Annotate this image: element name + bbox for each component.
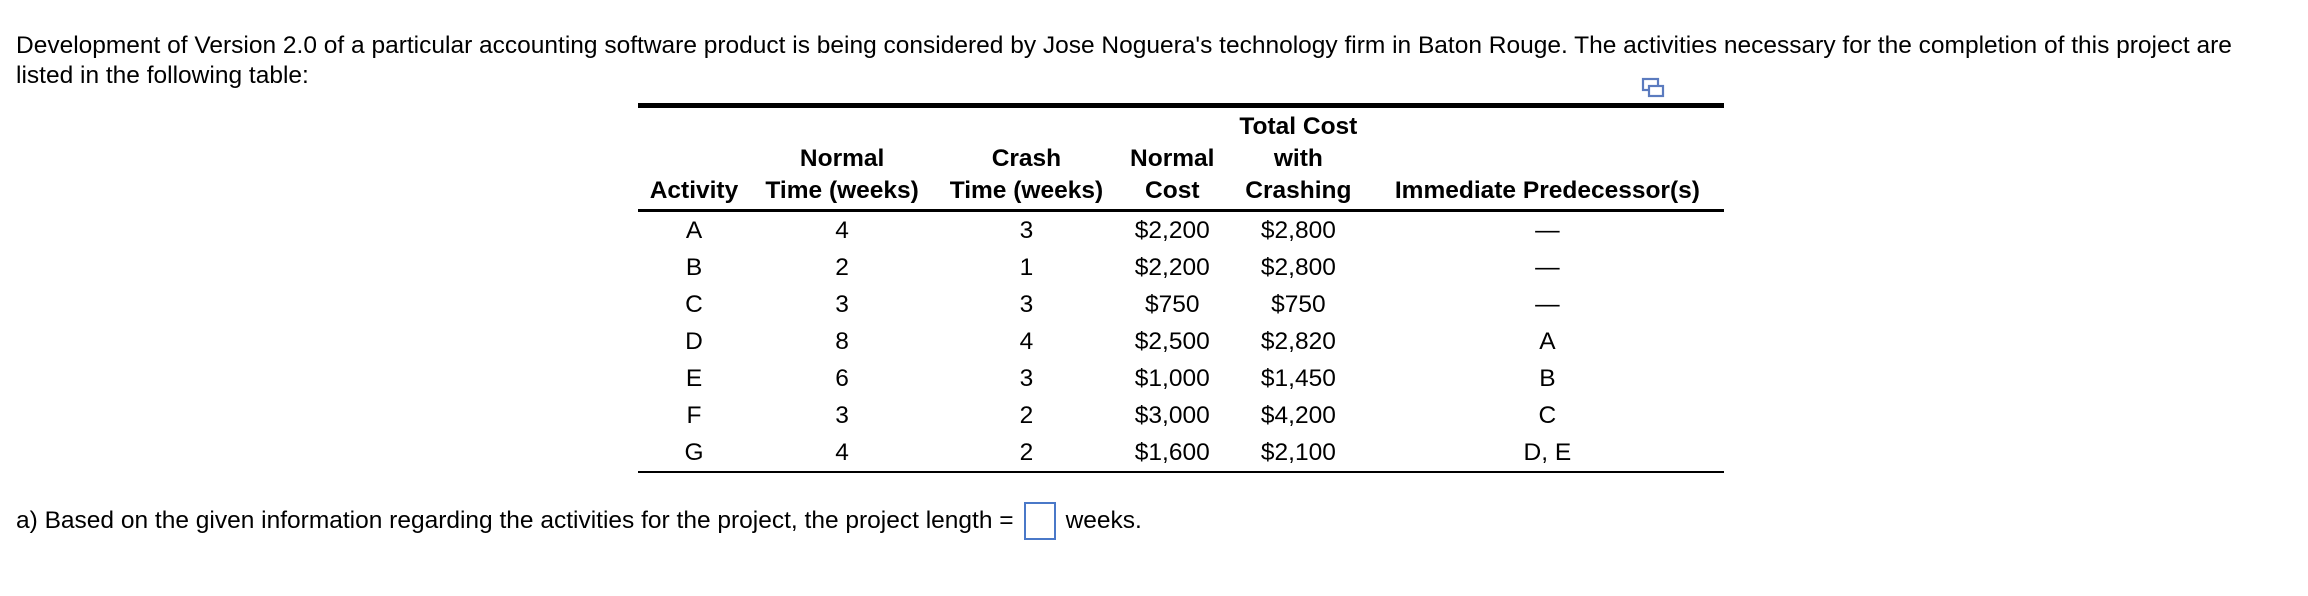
cell-normal-cost: $2,200: [1134, 253, 1210, 281]
activities-table: Activity Normal Time (weeks) Crash Time (w…: [638, 103, 1724, 473]
cell-crash-cost: $2,100: [1225, 434, 1371, 473]
cell-activity: F: [686, 401, 702, 429]
cell-normal-time: 6: [835, 364, 849, 392]
header-normal-cost: Normal Cost: [1118, 106, 1226, 212]
cell-activity: D: [685, 327, 703, 355]
cell-crash-time: 3: [1019, 364, 1034, 392]
cell-normal-cost: $2,200: [1134, 216, 1210, 244]
table-row: E 6 3 $1,000 $1,450 B: [638, 360, 1724, 397]
cell-predecessors: —: [1535, 290, 1560, 318]
cell-predecessors: —: [1535, 253, 1560, 281]
cell-activity: C: [685, 290, 703, 318]
copy-icon[interactable]: [1640, 75, 1666, 101]
cell-predecessors: A: [1539, 327, 1556, 355]
cell-crash-time: 1: [1019, 253, 1034, 281]
question-prefix: a) Based on the given information regard…: [16, 507, 1014, 534]
table-row: G 4 2 $1,600 $2,100 D, E: [638, 434, 1724, 473]
cell-crash-cost: $1,450: [1260, 364, 1336, 392]
problem-intro: Development of Version 2.0 of a particul…: [16, 31, 2232, 89]
cell-crash-cost: $750: [1271, 290, 1326, 318]
cell-activity: B: [685, 253, 703, 281]
cell-normal-time: 2: [835, 253, 849, 281]
table-row: B 2 1 $2,200 $2,800 —: [638, 249, 1724, 286]
cell-crash-cost: $2,800: [1260, 216, 1336, 244]
cell-predecessors: B: [1539, 364, 1556, 392]
cell-activity: E: [685, 364, 703, 392]
question-a: a) Based on the given information regard…: [16, 502, 1142, 540]
header-crash-cost: Total Cost with Crashing: [1225, 106, 1371, 212]
cell-activity: A: [685, 216, 703, 244]
header-predecessors: Immediate Predecessor(s): [1370, 106, 1724, 212]
cell-normal-cost: $1,000: [1134, 364, 1210, 392]
project-length-input[interactable]: [1023, 502, 1056, 540]
cell-normal-cost: $1,600: [1118, 434, 1226, 473]
question-suffix: weeks.: [1065, 507, 1142, 534]
cell-normal-time: 4: [749, 434, 935, 473]
cell-normal-cost: $750: [1145, 290, 1200, 318]
cell-crash-time: 3: [1019, 216, 1034, 244]
table-row: C 3 3 $750 $750 —: [638, 286, 1724, 323]
cell-normal-time: 8: [835, 327, 849, 355]
table-header-row: Activity Normal Time (weeks) Crash Time (w…: [638, 106, 1724, 212]
cell-normal-cost: $3,000: [1134, 401, 1210, 429]
cell-crash-cost: $4,200: [1260, 401, 1336, 429]
cell-predecessors: D, E: [1370, 434, 1724, 473]
cell-crash-time: 2: [934, 434, 1119, 473]
cell-activity: G: [638, 434, 750, 473]
cell-crash-cost: $2,800: [1260, 253, 1336, 281]
cell-crash-time: 2: [1019, 401, 1034, 429]
cell-normal-time: 4: [835, 216, 849, 244]
cell-predecessors: C: [1538, 401, 1557, 429]
header-crash-time: Crash Time (weeks): [934, 106, 1119, 212]
cell-normal-cost: $2,500: [1134, 327, 1210, 355]
table-row: F 3 2 $3,000 $4,200 C: [638, 397, 1724, 434]
table-top-rule: [638, 103, 1724, 108]
header-activity: Activity: [638, 106, 750, 212]
cell-crash-time: 4: [1019, 327, 1034, 355]
header-normal-time: Normal Time (weeks): [749, 106, 935, 212]
cell-normal-time: 3: [835, 401, 849, 429]
table-row: A 4 3 $2,200 $2,800 —: [638, 211, 1724, 250]
cell-crash-cost: $2,820: [1260, 327, 1336, 355]
cell-crash-time: 3: [1019, 290, 1034, 318]
cell-predecessors: —: [1535, 216, 1560, 244]
table-row: D 8 4 $2,500 $2,820 A: [638, 323, 1724, 360]
cell-normal-time: 3: [835, 290, 849, 318]
